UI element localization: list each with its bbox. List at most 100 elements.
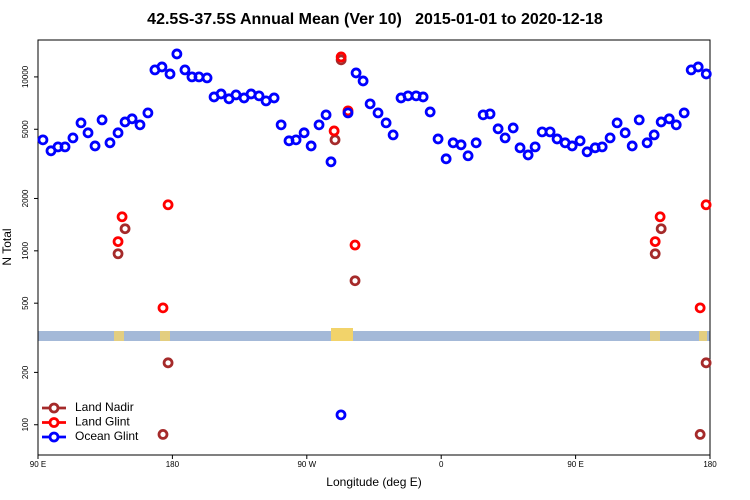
point bbox=[432, 133, 444, 145]
point bbox=[350, 67, 362, 79]
point bbox=[325, 156, 337, 168]
point bbox=[380, 117, 392, 129]
point bbox=[329, 134, 341, 146]
point bbox=[514, 142, 526, 154]
point bbox=[67, 132, 79, 144]
legend-label: Land Glint bbox=[75, 415, 130, 429]
strip-band bbox=[38, 328, 710, 341]
point bbox=[157, 429, 169, 440]
x-tick-label: 90 E bbox=[567, 460, 583, 469]
y-tick-label: 500 bbox=[21, 296, 30, 310]
point bbox=[96, 114, 108, 126]
point bbox=[372, 107, 384, 119]
y-tick-label: 10000 bbox=[21, 65, 30, 88]
point bbox=[700, 199, 712, 211]
x-tick-label: 90 E bbox=[30, 460, 46, 469]
point bbox=[596, 141, 608, 153]
point bbox=[581, 146, 593, 158]
point bbox=[641, 137, 653, 149]
y-axis-label: N Total bbox=[0, 228, 14, 265]
x-tick-label: 180 bbox=[703, 460, 717, 469]
point bbox=[171, 48, 183, 60]
point bbox=[305, 140, 317, 152]
point bbox=[633, 114, 645, 126]
legend-label: Ocean Glint bbox=[75, 429, 139, 443]
point bbox=[179, 64, 191, 76]
point bbox=[89, 140, 101, 152]
point bbox=[654, 211, 666, 223]
point bbox=[162, 199, 174, 211]
point bbox=[164, 68, 176, 80]
x-tick-label: 0 bbox=[439, 460, 444, 469]
point bbox=[507, 122, 519, 134]
point bbox=[156, 61, 168, 73]
point bbox=[649, 236, 661, 247]
point bbox=[670, 119, 682, 131]
point bbox=[112, 248, 124, 260]
point bbox=[112, 236, 124, 247]
chart-title: 42.5S-37.5S Annual Mean (Ver 10) 2015-01… bbox=[147, 11, 603, 28]
point bbox=[470, 137, 482, 149]
point bbox=[692, 61, 704, 73]
point bbox=[611, 117, 623, 129]
point bbox=[357, 75, 369, 87]
point bbox=[298, 127, 310, 139]
point bbox=[142, 107, 154, 119]
y-tick-label: 100 bbox=[21, 418, 30, 432]
point bbox=[342, 107, 354, 119]
point bbox=[566, 140, 578, 152]
y-tick-label: 2000 bbox=[21, 189, 30, 207]
point bbox=[619, 127, 631, 139]
point bbox=[604, 132, 616, 144]
point bbox=[700, 68, 712, 80]
legend-marker bbox=[48, 417, 60, 428]
point bbox=[59, 141, 71, 153]
plot-frame bbox=[37, 39, 711, 456]
point bbox=[663, 113, 675, 125]
point bbox=[75, 117, 87, 129]
point bbox=[157, 302, 169, 314]
point bbox=[655, 223, 667, 235]
point bbox=[492, 123, 504, 135]
point bbox=[253, 90, 265, 102]
point bbox=[275, 119, 287, 131]
point bbox=[215, 88, 227, 100]
point bbox=[440, 153, 452, 165]
point bbox=[328, 125, 340, 137]
point bbox=[499, 132, 511, 144]
point bbox=[678, 107, 690, 119]
y-tick-label: 200 bbox=[21, 365, 30, 379]
point bbox=[455, 139, 467, 151]
point bbox=[134, 119, 146, 131]
point bbox=[522, 149, 534, 161]
point bbox=[112, 127, 124, 139]
point bbox=[104, 137, 116, 149]
y-tick-label: 1000 bbox=[21, 241, 30, 259]
point bbox=[484, 108, 496, 120]
point bbox=[320, 109, 332, 121]
x-axis-label: Longitude (deg E) bbox=[326, 475, 421, 489]
point bbox=[387, 129, 399, 141]
point bbox=[544, 126, 556, 138]
legend-marker bbox=[48, 402, 60, 414]
point bbox=[649, 248, 661, 260]
point bbox=[626, 140, 638, 152]
point bbox=[37, 134, 49, 146]
x-tick-label: 90 W bbox=[297, 460, 316, 469]
point bbox=[349, 239, 361, 251]
point bbox=[290, 134, 302, 146]
point bbox=[82, 127, 94, 139]
point bbox=[268, 92, 280, 104]
point bbox=[162, 357, 174, 369]
point bbox=[694, 429, 706, 440]
point bbox=[201, 72, 213, 84]
point bbox=[529, 141, 541, 153]
point bbox=[700, 357, 712, 369]
x-tick-label: 180 bbox=[166, 460, 180, 469]
y-tick-label: 5000 bbox=[21, 120, 30, 138]
point bbox=[126, 113, 138, 125]
point bbox=[349, 275, 361, 287]
point bbox=[574, 135, 586, 147]
legend-marker bbox=[48, 431, 60, 443]
